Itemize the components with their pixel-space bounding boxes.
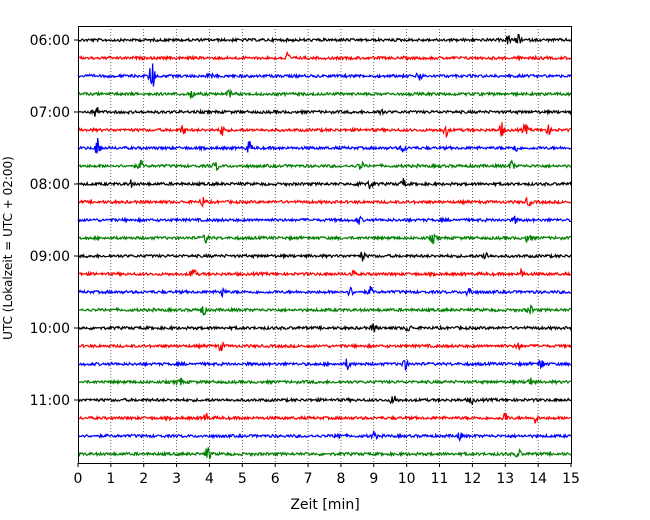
- trace-line: [77, 285, 572, 299]
- plot-frame: [78, 26, 572, 464]
- trace-line: [77, 251, 572, 262]
- trace-line: [77, 63, 572, 87]
- trace-line: [77, 107, 572, 117]
- x-tick-label: 3: [172, 471, 181, 487]
- x-tick-label: 7: [304, 471, 313, 487]
- x-tick-label: 15: [562, 471, 580, 487]
- trace-line: [77, 340, 572, 352]
- x-tick-label: 12: [463, 471, 481, 487]
- trace-line: [77, 33, 572, 45]
- y-tick-label: 07:00: [30, 105, 70, 121]
- x-tick-label: 6: [271, 471, 280, 487]
- trace-line: [77, 215, 572, 225]
- trace-line: [77, 358, 572, 371]
- trace-line: [77, 158, 572, 171]
- y-axis-label: UTC (Lokalzeit = UTC + 02:00): [1, 156, 15, 340]
- trace-line: [77, 178, 572, 190]
- x-tick-label: 10: [398, 471, 416, 487]
- x-tick-label: 9: [369, 471, 378, 487]
- x-tick-label: 2: [139, 471, 148, 487]
- trace-layer: [77, 33, 572, 460]
- trace-line: [77, 267, 572, 278]
- trace-line: [77, 447, 572, 460]
- x-tick-label: 8: [336, 471, 345, 487]
- grid-layer: [110, 26, 539, 463]
- trace-line: [77, 412, 572, 424]
- trace-line: [77, 430, 572, 442]
- y-tick-label: 09:00: [30, 249, 70, 265]
- x-tick-label: 4: [205, 471, 214, 487]
- y-tick-label: 10:00: [30, 321, 70, 337]
- x-tick-label: 0: [74, 471, 83, 487]
- trace-line: [77, 395, 572, 405]
- trace-line: [77, 377, 572, 387]
- trace-line: [77, 304, 572, 316]
- trace-line: [77, 88, 572, 99]
- trace-line: [77, 50, 572, 62]
- trace-line: [77, 137, 572, 154]
- y-tick-label: 06:00: [30, 33, 70, 49]
- y-axis: 06:00 07:00 08:00 09:00 10:00 11:00: [30, 33, 78, 409]
- y-tick-label: 11:00: [30, 393, 70, 409]
- x-tick-label: 11: [431, 471, 449, 487]
- trace-line: [77, 232, 572, 245]
- y-tick-label: 08:00: [30, 177, 70, 193]
- trace-line: [77, 323, 572, 333]
- x-axis: 0 1 2 3 4 5 6 7 8 9 10 11 12 13 14 15: [74, 463, 580, 487]
- x-tick-label: 14: [529, 471, 547, 487]
- x-tick-label: 13: [496, 471, 514, 487]
- x-tick-label: 5: [238, 471, 247, 487]
- trace-line: [77, 196, 572, 209]
- x-tick-label: 1: [106, 471, 115, 487]
- trace-line: [77, 122, 572, 139]
- x-axis-label: Zeit [min]: [290, 497, 359, 513]
